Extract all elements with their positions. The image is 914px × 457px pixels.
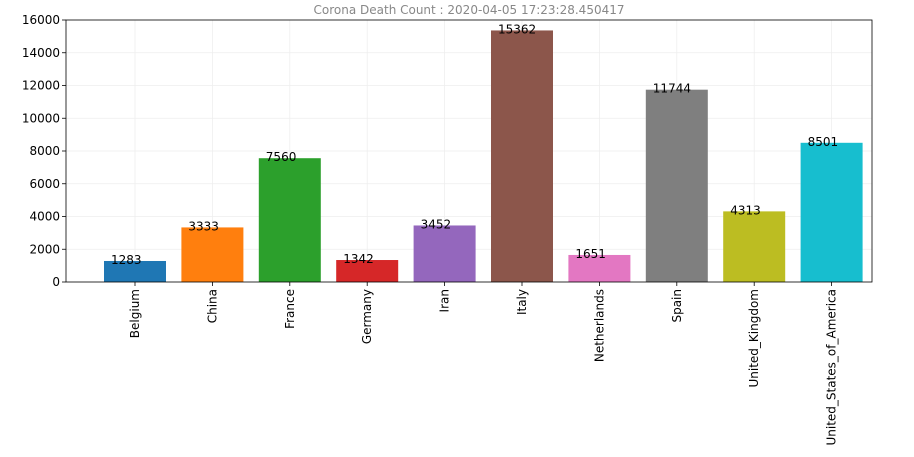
- y-axis: 0 2000 4000 6000 8000 10000 12000 14000 16000: [22, 13, 66, 289]
- y-tick-label: 14000: [22, 46, 60, 60]
- y-tick-label: 12000: [22, 79, 60, 93]
- x-tick-label: Germany: [360, 289, 374, 344]
- x-tick-label: Netherlands: [592, 289, 606, 362]
- bar-value-label: 3452: [421, 217, 452, 231]
- bar-united-kingdom: [723, 211, 786, 282]
- x-tick-label: United_Kingdom: [747, 289, 761, 388]
- x-tick-label: Belgium: [128, 289, 142, 338]
- bar-value-label: 3333: [188, 219, 219, 233]
- bar-value-label: 1283: [111, 253, 142, 267]
- bar-value-label: 1651: [575, 247, 606, 261]
- x-tick-label: United_States_of_America: [825, 289, 839, 446]
- bar-belgium: [104, 260, 166, 282]
- y-tick-label: 4000: [29, 210, 60, 224]
- chart-title: Corona Death Count : 2020-04-05 17:23:28…: [314, 3, 625, 17]
- x-tick-label: Spain: [670, 289, 684, 323]
- bar-italy: [491, 30, 553, 282]
- y-tick-label: 8000: [29, 144, 60, 158]
- x-tick-label: France: [283, 289, 297, 329]
- bar-germany: [336, 260, 399, 282]
- y-tick-label: 6000: [29, 177, 60, 191]
- y-tick-label: 0: [52, 275, 60, 289]
- x-tick-label: China: [205, 289, 219, 323]
- x-tick-label: Iran: [438, 289, 452, 312]
- bar-iran: [413, 225, 476, 282]
- bar-value-label: 8501: [808, 135, 839, 149]
- bar-value-label: 7560: [266, 150, 297, 164]
- bar-united-states-of-america: [800, 142, 863, 282]
- y-tick-label: 10000: [22, 111, 60, 125]
- x-axis: Belgium China France Germany Iran Italy Nether…: [128, 282, 839, 446]
- bar-value-labels: 1283 3333 7560 1342 3452 15362 1651 11744 4313 85…: [111, 22, 838, 267]
- bar-france: [258, 158, 321, 282]
- y-tick-label: 16000: [22, 13, 60, 27]
- bar-china: [181, 227, 244, 282]
- bar-value-label: 15362: [498, 22, 536, 36]
- y-tick-label: 2000: [29, 242, 60, 256]
- bar-value-label: 4313: [730, 203, 761, 217]
- bars: [104, 30, 863, 282]
- bar-value-label: 11744: [653, 82, 691, 96]
- bar-netherlands: [568, 254, 631, 282]
- bar-spain: [645, 89, 708, 282]
- x-tick-label: Italy: [515, 289, 529, 315]
- bar-value-label: 1342: [343, 252, 374, 266]
